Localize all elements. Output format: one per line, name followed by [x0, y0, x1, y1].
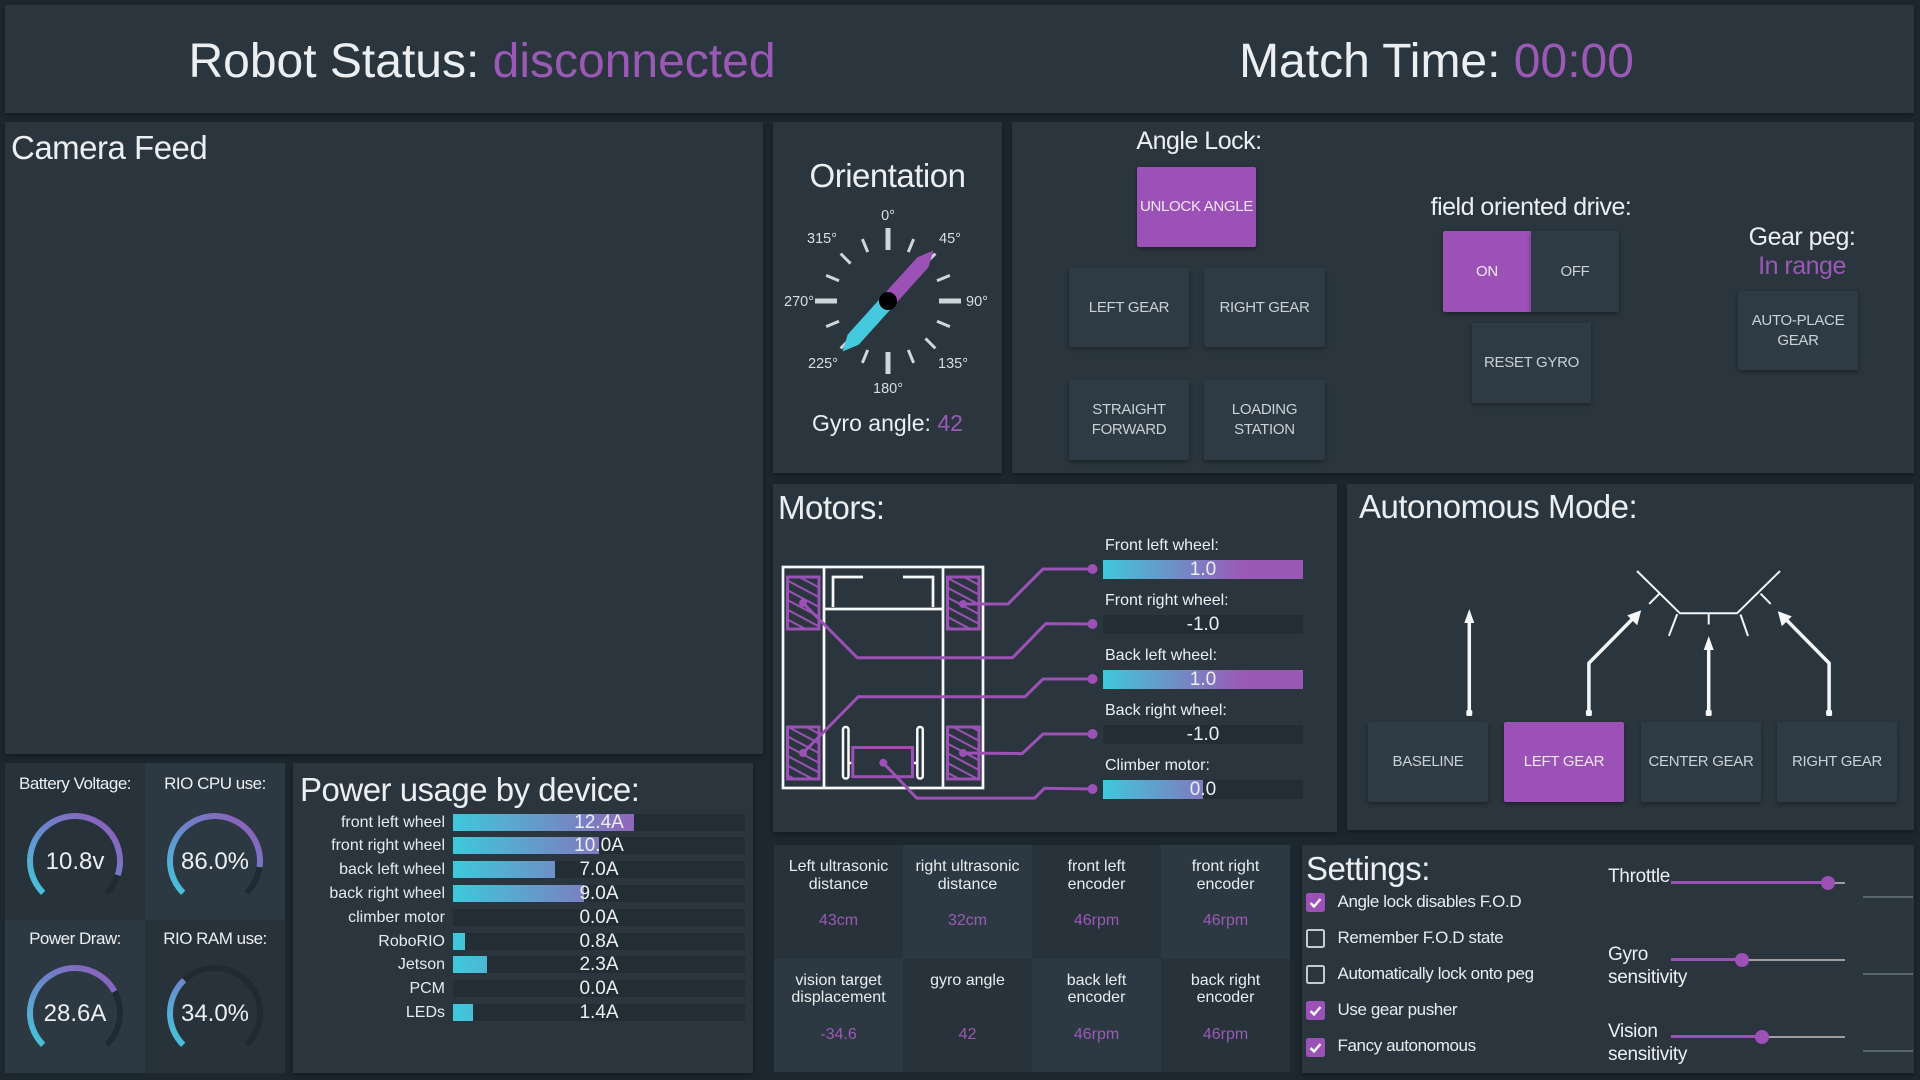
svg-text:180°: 180°	[873, 381, 903, 397]
svg-text:90°: 90°	[966, 294, 988, 310]
svg-text:315°: 315°	[807, 231, 837, 247]
svg-text:270°: 270°	[784, 294, 814, 310]
svg-text:0°: 0°	[881, 208, 895, 224]
svg-text:225°: 225°	[808, 356, 838, 372]
svg-text:135°: 135°	[938, 356, 968, 372]
svg-text:45°: 45°	[939, 231, 961, 247]
